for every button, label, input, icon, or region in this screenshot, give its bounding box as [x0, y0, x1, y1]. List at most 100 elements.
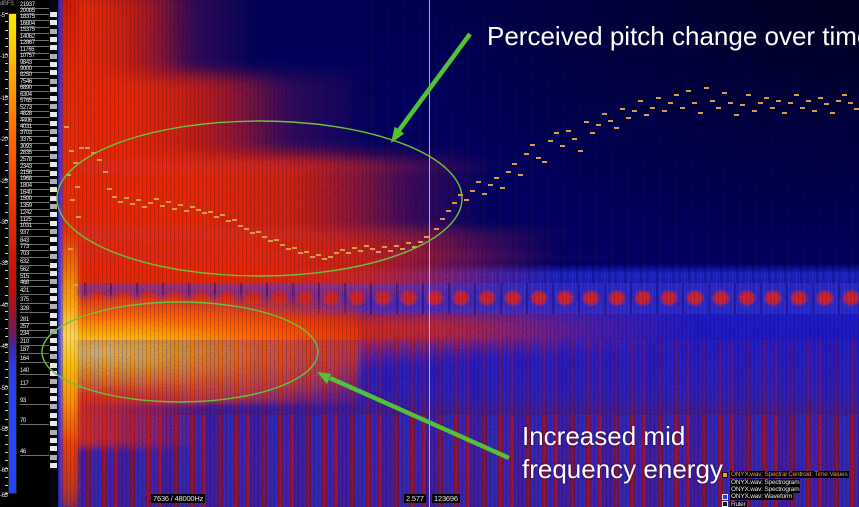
frequency-tick: 1125: [20, 217, 49, 224]
piano-key: [50, 429, 57, 435]
frequency-tick: 281: [20, 317, 49, 325]
frequency-tick: 234: [20, 331, 49, 338]
piano-key: [50, 195, 57, 201]
frequency-tick: 6890: [20, 85, 49, 93]
piano-key: [50, 362, 57, 368]
frequency-tick: 632: [20, 259, 49, 266]
db-minor-tick: [5, 104, 8, 106]
piano-key: [50, 12, 57, 17]
db-tick-label: -35: [0, 261, 8, 268]
frequency-tick: 937: [20, 230, 49, 238]
db-minor-tick: [5, 128, 8, 130]
piano-key: [50, 78, 57, 84]
db-minor-tick: [5, 385, 8, 387]
frequency-tick: 21937: [20, 2, 49, 9]
db-minor-tick: [5, 451, 8, 453]
piano-key: [50, 220, 57, 226]
frequency-tick: 5273: [20, 105, 49, 112]
legend-item[interactable]: ONYX.wav: Spectrogram: [722, 485, 849, 493]
db-minor-tick: [5, 468, 8, 470]
frequency-ruler[interactable]: 21937 20085 18375 16804 15375 14062 12867 11765…: [18, 0, 50, 507]
piano-key: [50, 437, 57, 443]
db-tick-label: -50: [0, 385, 8, 392]
legend-item-label: ONYX.wav: Spectrogram: [730, 478, 801, 486]
piano-key: [50, 387, 57, 393]
db-minor-tick: [5, 302, 8, 304]
piano-key: [50, 45, 57, 51]
db-minor-tick: [5, 178, 8, 180]
db-minor-tick: [5, 311, 8, 313]
legend-item[interactable]: ONYX.wav: Spectral Centroid: Time Values: [722, 471, 849, 479]
db-scale[interactable]: dBFS -5 -10 -15 -20 -25 -30 -35 -40 -45 -50 -55 -60…: [0, 0, 18, 507]
piano-key: [50, 70, 57, 76]
frequency-tick: 1359: [20, 203, 49, 211]
piano-key: [50, 170, 57, 176]
db-minor-tick: [5, 228, 8, 230]
db-tick-label: -65: [0, 493, 8, 499]
db-minor-tick: [5, 95, 8, 97]
db-minor-tick: [5, 145, 8, 147]
frequency-tick: 1968: [20, 176, 49, 184]
legend-item[interactable]: ONYX.wav: Spectrogram: [722, 478, 849, 486]
db-minor-tick: [5, 120, 8, 122]
piano-key: [50, 37, 57, 43]
db-minor-tick: [5, 220, 8, 221]
piano-key: [50, 295, 57, 301]
frequency-tick: 3375: [20, 137, 49, 145]
db-minor-tick: [5, 377, 8, 379]
piano-key: [50, 95, 57, 101]
playhead-cursor[interactable]: [429, 0, 430, 507]
legend-item-label: ONYX.wav: Spectrogram: [730, 485, 801, 493]
legend-item[interactable]: Ruler: [722, 500, 849, 507]
db-tick-label: -55: [0, 427, 8, 433]
pitch-change-label: Perceived pitch change over time: [487, 21, 859, 51]
frequency-tick: 6304: [20, 92, 49, 99]
piano-key: [50, 162, 57, 168]
piano-key: [50, 87, 57, 93]
db-minor-tick: [5, 29, 8, 31]
db-minor-tick: [5, 277, 8, 279]
frequency-tick: 3093: [20, 144, 49, 151]
legend-item[interactable]: ONYX.wav: Waveform: [722, 493, 849, 501]
db-tick-label: -45: [0, 344, 8, 351]
spectrogram-canvas[interactable]: [58, 0, 859, 507]
db-minor-tick: [5, 352, 8, 354]
frequency-tick: 562: [20, 267, 49, 275]
piano-key: [50, 212, 57, 218]
db-minor-tick: [5, 236, 8, 238]
db-minor-tick: [5, 360, 8, 362]
piano-key: [50, 120, 57, 126]
frequency-tick: 164: [20, 356, 49, 364]
db-minor-tick: [5, 211, 8, 213]
db-minor-tick: [5, 402, 8, 404]
db-minor-tick: [5, 369, 8, 371]
frequency-tick: 187: [20, 347, 49, 354]
db-minor-tick: [5, 286, 8, 288]
mid-frequency-label-line1: Increased mid: [522, 421, 686, 451]
piano-key: [50, 371, 57, 377]
frequency-tick: 1804: [20, 183, 49, 190]
piano-ruler[interactable]: [50, 0, 58, 507]
piano-key: [50, 337, 57, 343]
db-minor-tick: [5, 13, 8, 14]
piano-key: [50, 254, 57, 260]
db-minor-tick: [5, 327, 8, 329]
db-colorbar[interactable]: [8, 13, 17, 494]
frequency-tick: 773: [20, 244, 49, 252]
db-minor-tick: [5, 70, 8, 72]
legend-item-label: Ruler: [730, 500, 747, 507]
frequency-tick: 16804: [20, 21, 49, 28]
piano-key: [50, 153, 57, 159]
db-minor-tick: [5, 418, 8, 420]
cursor-time-label: 2.577: [404, 494, 426, 503]
db-minor-tick: [5, 294, 8, 296]
frequency-tick: 46: [20, 449, 49, 456]
piano-key: [50, 20, 57, 26]
piano-key: [50, 404, 57, 410]
db-tick-label: -5: [0, 13, 5, 19]
piano-key: [50, 145, 57, 151]
piano-key: [50, 287, 57, 293]
piano-key: [50, 179, 57, 184]
db-minor-tick: [5, 261, 8, 263]
db-tick-label: -10: [0, 54, 8, 61]
